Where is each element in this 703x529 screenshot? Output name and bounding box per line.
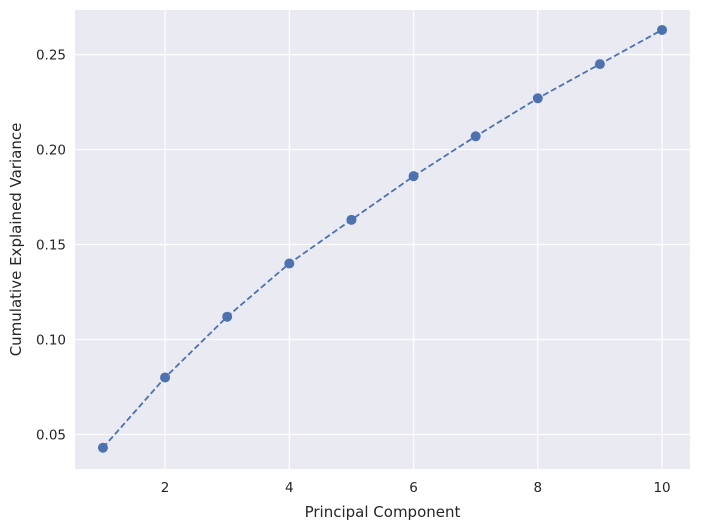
y-tick-label: 0.05 bbox=[36, 427, 66, 443]
y-tick-labels: 0.05 0.10 0.15 0.20 0.25 bbox=[36, 48, 66, 444]
x-tick-label: 10 bbox=[653, 480, 670, 496]
y-axis-label: Cumulative Explained Variance bbox=[7, 123, 25, 357]
plot-background bbox=[75, 10, 690, 469]
x-tick-label: 4 bbox=[285, 480, 294, 496]
x-grid-lines bbox=[164, 10, 663, 469]
series-layer bbox=[97, 24, 668, 453]
y-tick-label: 0.20 bbox=[36, 143, 66, 159]
x-tick-label: 8 bbox=[534, 480, 543, 496]
x-tick-label: 2 bbox=[161, 480, 170, 496]
data-point bbox=[97, 442, 108, 453]
data-point bbox=[284, 258, 295, 269]
data-point bbox=[594, 59, 605, 70]
data-point bbox=[657, 24, 668, 35]
data-point bbox=[160, 372, 171, 383]
data-point bbox=[346, 214, 357, 225]
y-tick-label: 0.25 bbox=[36, 48, 66, 64]
x-axis-label: Principal Component bbox=[305, 503, 461, 521]
series-line bbox=[102, 29, 663, 449]
data-point bbox=[408, 171, 419, 182]
data-point bbox=[532, 93, 543, 104]
y-tick-label: 0.15 bbox=[36, 238, 66, 254]
x-tick-label: 6 bbox=[409, 480, 418, 496]
data-point bbox=[470, 131, 481, 142]
y-grid-lines bbox=[75, 54, 690, 436]
x-tick-labels: 2 4 6 8 10 bbox=[161, 480, 671, 496]
y-tick-label: 0.10 bbox=[36, 332, 66, 348]
data-point bbox=[222, 311, 233, 322]
